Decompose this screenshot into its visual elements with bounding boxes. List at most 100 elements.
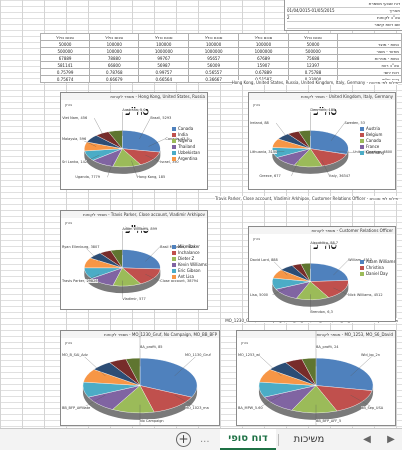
legend-item[interactable]: Dieter Z [171, 256, 207, 262]
legend-item[interactable]: Inchalance [171, 250, 207, 256]
table-cell[interactable]: 1000000 [238, 47, 289, 55]
add-sheet-button[interactable]: + [176, 432, 191, 447]
header-label: דוח שבועי משמרת [368, 1, 400, 6]
pie-slice[interactable] [122, 130, 161, 153]
table-cell[interactable]: 0.75788 [287, 68, 339, 76]
chart-panel[interactable]: MO_1253, MO_S6_David - מספר לקוחות בוחן BA… [236, 330, 396, 426]
legend-item[interactable]: Germany [359, 149, 385, 156]
pie-slice[interactable] [315, 385, 373, 412]
table-column-header: סכום כולל [238, 33, 289, 41]
table-cell[interactable]: 0.36667 [188, 75, 240, 83]
chart-panel[interactable]: United Kingdom, Italy, Germany - מספר לק… [248, 92, 396, 190]
table-cell[interactable]: 50000 [39, 40, 91, 48]
row-label: כמות - מוצר [337, 40, 402, 48]
legend-item[interactable]: Nigeria [171, 138, 200, 144]
table-cell[interactable]: 100000 [188, 40, 240, 48]
chart-data-label: David Lord, 888 [250, 258, 278, 263]
callout-leader-line [131, 160, 138, 178]
pie-slice[interactable] [315, 357, 374, 391]
table-cell[interactable]: 56009 [188, 61, 240, 69]
table-cell[interactable]: 0.78768 [89, 68, 140, 76]
legend-item[interactable]: France [359, 143, 384, 150]
table-cell[interactable]: 0.66679 [89, 75, 140, 83]
legend-item[interactable]: Uzbekistan [171, 150, 200, 156]
table-cell[interactable]: 100000 [89, 40, 140, 48]
chart-legend: Adam Williams Christina Daniel Day [359, 259, 395, 277]
legend-item[interactable]: Ant Lisa [171, 274, 207, 280]
header-row: שם רשת קישור [287, 22, 400, 29]
legend-item[interactable]: Adam Williams [359, 259, 395, 265]
tab-withdrawals[interactable]: משיכות [293, 434, 325, 445]
table-cell[interactable]: 56987 [138, 61, 190, 69]
legend-item[interactable]: Eric Gibson [171, 268, 207, 274]
table-cell[interactable]: 100000 [138, 40, 190, 48]
chart-panel[interactable]: Customer Relations Officer - מספר לקוחות… [248, 226, 396, 322]
report-header: דוח שבועי משמרת תאריך 01/04/2015-01/05/20… [284, 0, 402, 31]
legend-swatch [171, 132, 176, 137]
pie-slice[interactable] [139, 357, 198, 398]
chart-title: Hong Kong, United States, Russia - מספר … [61, 93, 207, 100]
pie-depth [258, 385, 374, 420]
legend-label: France [365, 143, 380, 149]
table-cell[interactable]: 67889 [39, 54, 91, 62]
legend-item[interactable]: Canada [171, 126, 200, 132]
chart-panel[interactable]: MO_1230_Gruf, No Campaign, MO_BB_BFP - מ… [60, 330, 220, 426]
chart-data-label: United Kingdom, 6800 [352, 150, 393, 155]
legend-item[interactable]: Thailand [171, 144, 200, 150]
pie-depth [272, 148, 349, 174]
table-cell[interactable]: 66800 [89, 61, 140, 69]
table-cell[interactable]: 50000 [287, 40, 339, 48]
header-value: 2 [287, 15, 290, 20]
pie-slice[interactable] [309, 280, 349, 298]
chart-panel[interactable]: Travis Parker, Close account, Vladimir A… [60, 210, 208, 310]
pie-chart[interactable] [61, 93, 207, 189]
legend-label: Germany [365, 149, 385, 155]
pie-chart[interactable] [249, 227, 395, 321]
legend-item[interactable]: Austria [359, 126, 384, 132]
table-cell[interactable]: 500000 [287, 47, 339, 55]
pie-slice[interactable] [310, 263, 349, 282]
table-cell[interactable]: 100000 [89, 47, 140, 55]
pie-chart[interactable] [61, 211, 207, 309]
table-cell[interactable]: 67689 [238, 54, 289, 62]
pie-chart[interactable] [61, 331, 219, 425]
legend-item[interactable]: Christina [359, 265, 395, 271]
legend-item[interactable]: Daniel Day [359, 271, 395, 277]
table-cell[interactable]: 0.75674 [39, 75, 91, 83]
scroll-tabs-left-icon[interactable]: ◀ [363, 434, 371, 445]
chart-tag: בוחן [65, 102, 73, 107]
table-cell[interactable]: 99767 [138, 54, 190, 62]
table-cell[interactable]: 0.99757 [138, 68, 190, 76]
table-cell[interactable]: 95657 [188, 54, 240, 62]
legend-item[interactable]: Belgium [359, 132, 384, 138]
pie-slice[interactable] [122, 249, 161, 270]
table-cell[interactable]: 1000000 [138, 47, 190, 55]
table-cell[interactable]: 100000 [238, 40, 289, 48]
table-cell[interactable]: 75688 [287, 54, 339, 62]
scroll-tabs-right-icon[interactable]: ▶ [387, 434, 395, 445]
more-tabs-indicator[interactable]: ... [200, 434, 210, 445]
table-cell[interactable]: 581141 [39, 61, 91, 69]
legend-item[interactable]: Mike Baker [171, 244, 207, 250]
table-cell[interactable]: 0.56557 [188, 68, 240, 76]
tab-final-report[interactable]: דוח סופי [220, 429, 276, 450]
table-cell[interactable]: 0.67889 [238, 68, 289, 76]
table-cell[interactable]: 78880 [89, 54, 140, 62]
chart-panel[interactable]: Hong Kong, United States, Russia - מספר … [60, 92, 208, 190]
table-cell[interactable]: 1000000 [188, 47, 240, 55]
table-cell[interactable]: 0.66564 [138, 75, 190, 83]
legend-item[interactable]: Argentina [171, 156, 200, 162]
legend-swatch [171, 138, 176, 143]
table-cell[interactable]: 15907 [238, 61, 289, 69]
legend-item[interactable]: Canada [359, 138, 384, 144]
table-cell[interactable]: 500000 [39, 47, 91, 55]
pie-slice[interactable] [310, 130, 349, 155]
table-cell[interactable]: 12397 [287, 61, 339, 69]
table-cell[interactable]: 0.75799 [39, 68, 91, 76]
pie-chart[interactable] [237, 331, 395, 425]
spreadsheet-grid[interactable]: דוח שבועי משמרת תאריך 01/04/2015-01/05/20… [0, 0, 402, 428]
header-row: דוח שבועי משמרת [287, 1, 400, 8]
legend-item[interactable]: Kevin Williams [171, 262, 207, 268]
pie-chart[interactable] [249, 93, 395, 189]
legend-item[interactable]: India [171, 132, 200, 138]
